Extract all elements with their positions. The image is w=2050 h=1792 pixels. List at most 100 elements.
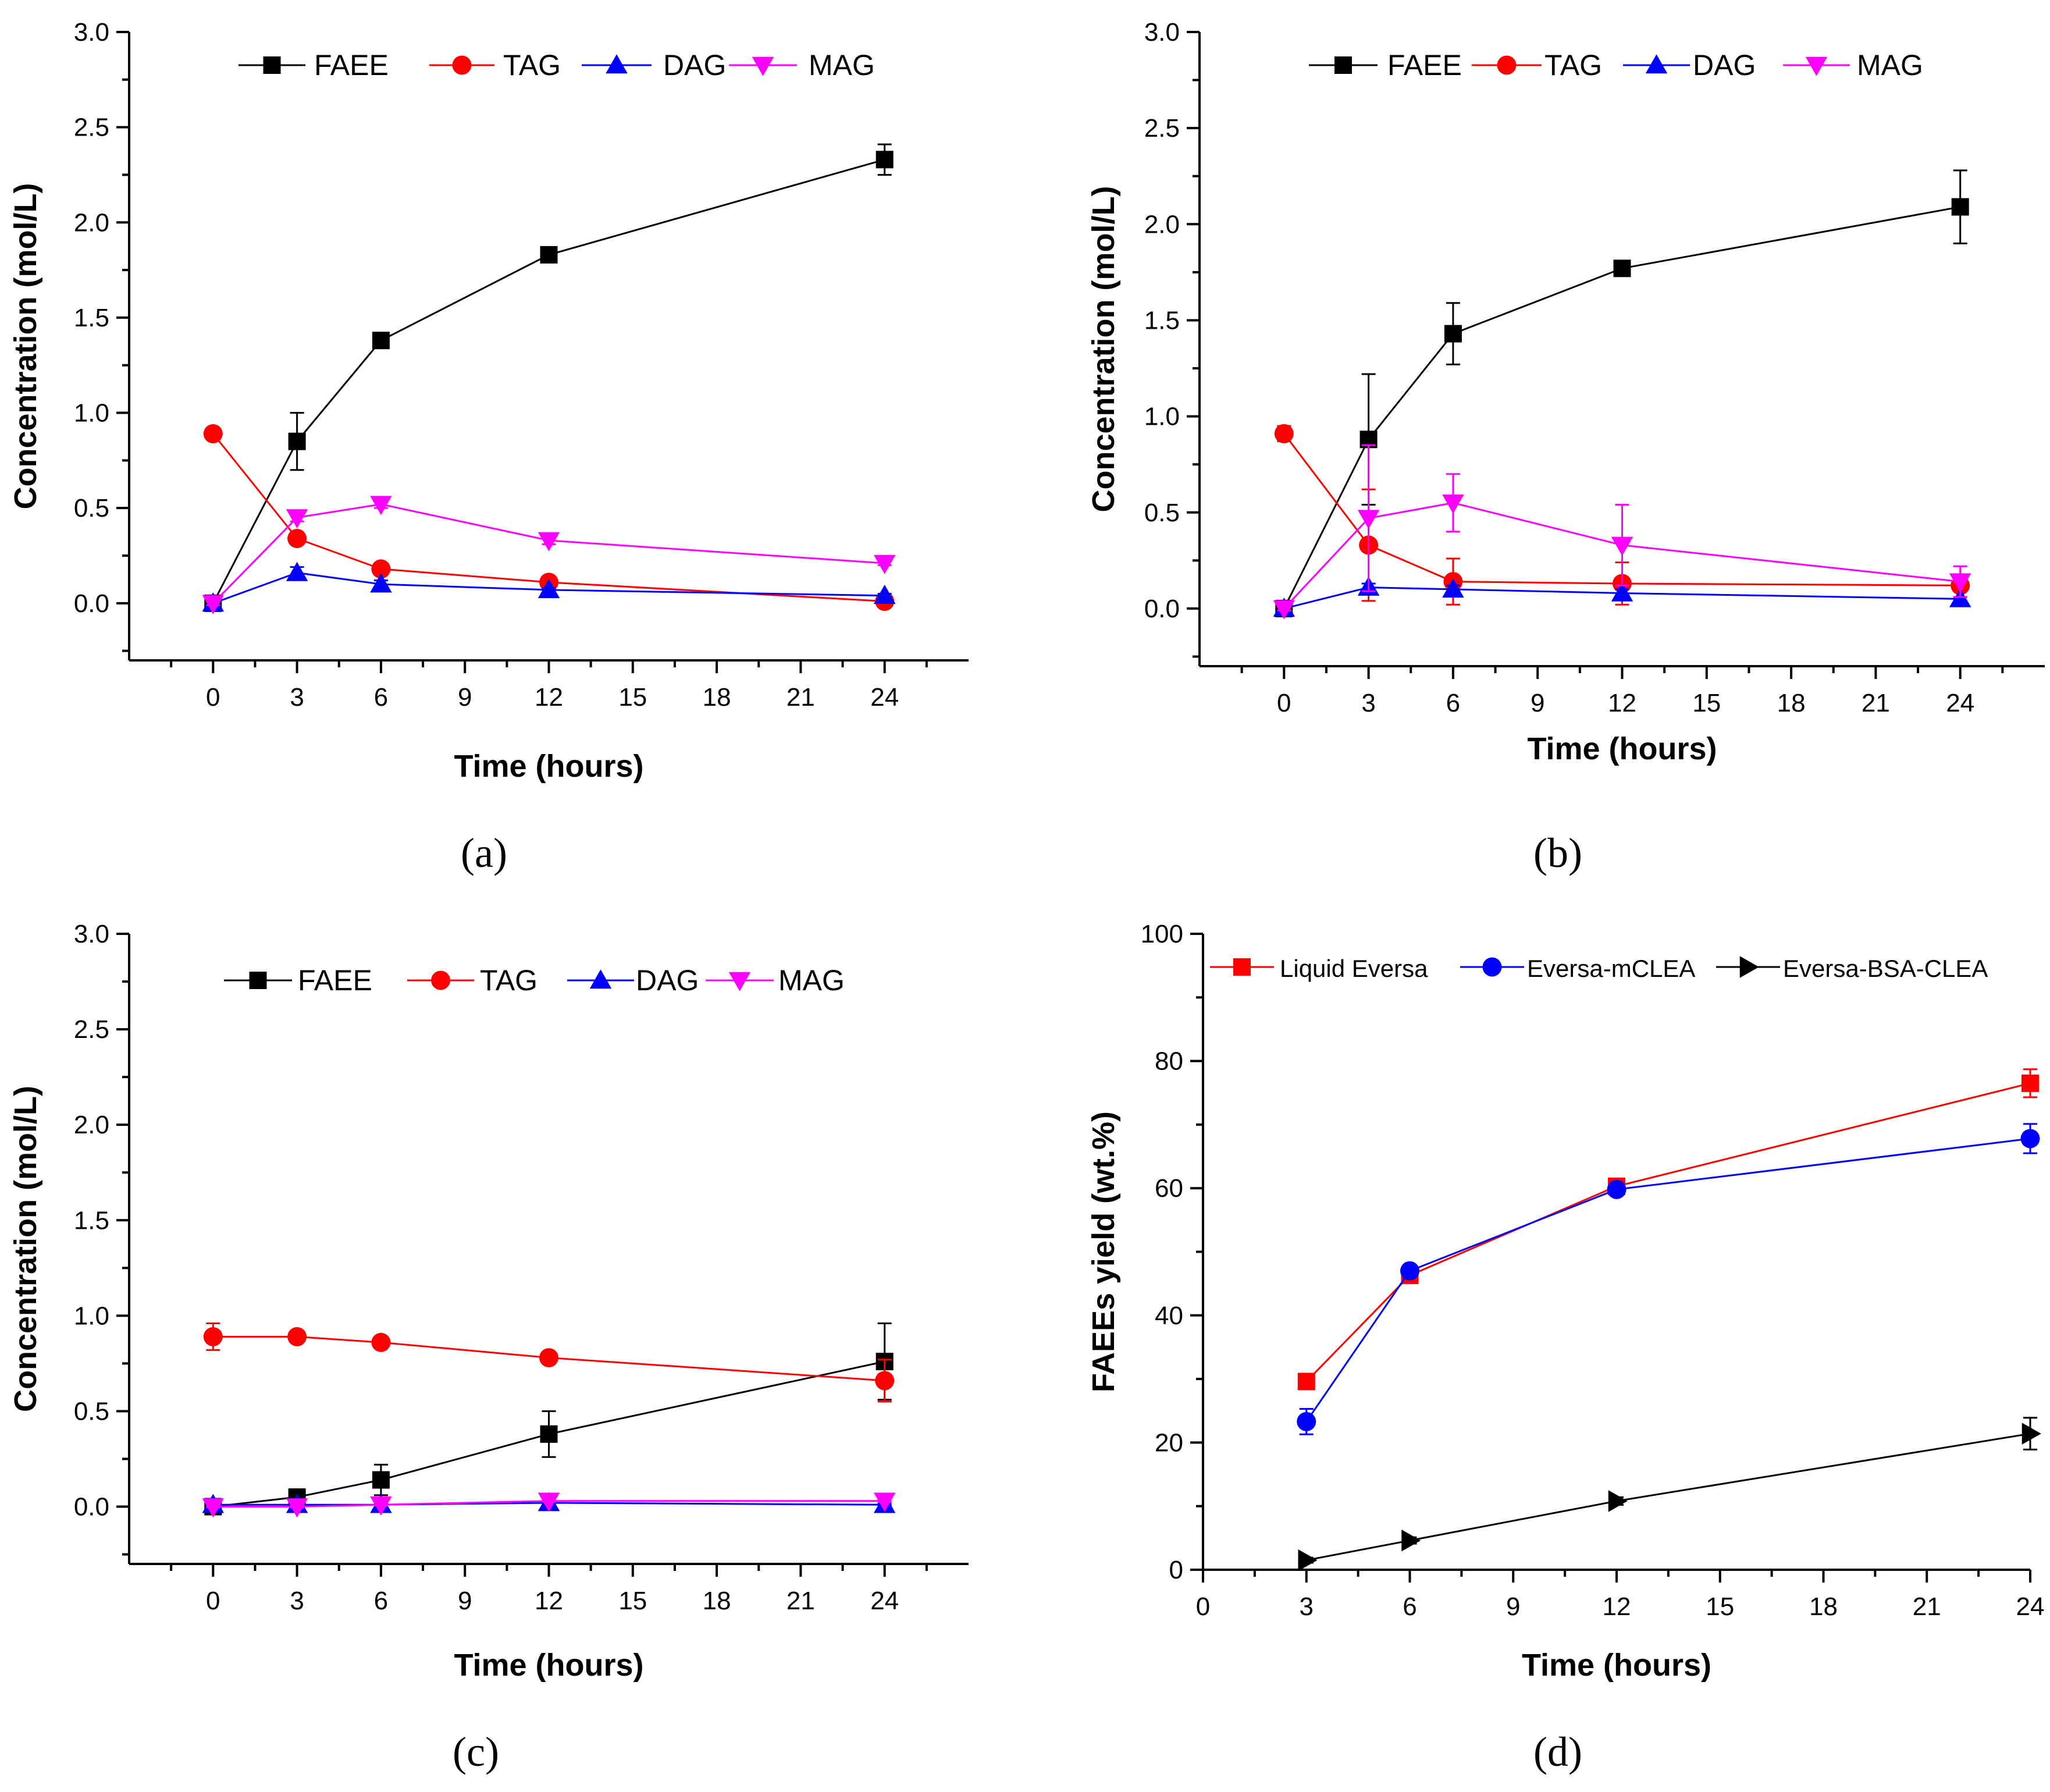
y-tick-label: 0.5 [1144, 499, 1180, 527]
x-tick-label: 9 [1531, 689, 1544, 717]
y-tick-label: 20 [1155, 1428, 1183, 1457]
data-point [875, 1371, 895, 1391]
y-tick-label: 0.0 [74, 589, 109, 618]
x-tick-label: 9 [1506, 1592, 1520, 1621]
data-point [1951, 198, 1969, 216]
data-point [538, 1492, 560, 1512]
data-point [1611, 582, 1633, 602]
x-tick-label: 12 [535, 1587, 563, 1615]
legend-entry: FAEE [224, 964, 372, 997]
panel-caption: (d) [1533, 1729, 1582, 1775]
x-tick-label: 24 [1946, 689, 1974, 717]
y-tick-label: 0.5 [74, 494, 109, 522]
data-point [287, 529, 307, 549]
legend-label: FAEE [1387, 49, 1462, 81]
x-tick-label: 12 [535, 683, 563, 712]
x-tick-label: 0 [206, 683, 220, 712]
y-tick-label: 0.5 [74, 1397, 109, 1425]
legend-entry: TAG [407, 964, 538, 997]
x-tick-label: 24 [870, 683, 899, 712]
series-line [1306, 1432, 2031, 1562]
x-tick-label: 9 [458, 1587, 472, 1615]
legend-entry: FAEE [1309, 49, 1462, 81]
data-point [286, 561, 308, 581]
y-tick-label: 80 [1155, 1047, 1183, 1076]
legend-marker [1805, 56, 1828, 76]
x-tick-label: 12 [1608, 689, 1636, 717]
data-point [370, 1496, 392, 1516]
y-tick-label: 1.0 [1144, 403, 1180, 431]
y-tick-label: 3.0 [74, 18, 109, 47]
legend-marker [1334, 56, 1352, 74]
x-tick-label: 15 [1706, 1592, 1734, 1621]
x-tick-label: 6 [374, 683, 388, 712]
x-tick-label: 0 [1196, 1592, 1210, 1621]
legend-marker [1482, 957, 1502, 977]
panel-caption: (a) [461, 830, 507, 876]
x-tick-label: 0 [1277, 689, 1291, 717]
series-mag [202, 1492, 896, 1518]
chart-panel-a: 0 3 6 9 12 15 18 21 24 0.0 0.5 1.0 1.5 2.0 2.5 3.0 Time … [8, 18, 969, 876]
legend-entry: TAG [1472, 49, 1602, 81]
y-tick-label: 2.0 [1144, 210, 1180, 239]
data-point [1274, 424, 1294, 443]
x-axis-title: Time (hours) [1527, 731, 1717, 766]
y-tick-label: 1.0 [74, 399, 109, 428]
legend-marker [1739, 956, 1759, 978]
series-eversa-mclea [1297, 1123, 2040, 1435]
data-point [539, 1348, 558, 1368]
x-tick-label: 15 [1692, 689, 1721, 717]
data-point [371, 1332, 391, 1352]
y-tick-label: 3.0 [1144, 18, 1180, 47]
legend-marker [263, 56, 281, 74]
y-tick-label: 1.0 [74, 1302, 109, 1330]
series-dag [202, 561, 896, 612]
x-tick-label: 18 [1777, 689, 1806, 717]
legend-entry: Eversa-mCLEA [1460, 955, 1695, 982]
legend-entry: DAG [567, 964, 699, 997]
x-tick-label: 6 [1446, 689, 1460, 717]
y-tick-label: 2.0 [74, 1111, 109, 1139]
legend-marker [1233, 958, 1251, 976]
data-point [372, 332, 390, 350]
y-tick-label: 2.5 [74, 1015, 109, 1044]
legend-label: Liquid Eversa [1280, 955, 1428, 982]
data-point [540, 246, 558, 264]
data-point [1401, 1529, 1421, 1552]
legend-label: MAG [1857, 49, 1923, 81]
y-tick-label: 0 [1169, 1556, 1183, 1584]
series-eversa-bsa-clea [1298, 1417, 2041, 1571]
y-axis-title: Concentration (mol/L) [8, 183, 43, 510]
legend-marker [431, 970, 450, 990]
chart-panel-b: 0 3 6 9 12 15 18 21 24 0.0 0.5 1.0 1.5 2.0 2.5 3.0 Time … [1086, 18, 2045, 876]
panel-caption: (b) [1533, 830, 1582, 876]
y-tick-label: 40 [1155, 1302, 1183, 1330]
legend-label: FAEE [298, 964, 372, 997]
x-tick-label: 21 [1862, 689, 1890, 717]
x-tick-label: 24 [2016, 1592, 2045, 1621]
legend-label: DAG [663, 49, 726, 81]
legend-marker [752, 56, 774, 76]
y-tick-label: 0.0 [1144, 595, 1180, 623]
legend-entry: DAG [582, 49, 726, 81]
data-point [1442, 578, 1464, 598]
x-tick-label: 24 [870, 1587, 899, 1615]
data-point [1298, 1549, 1318, 1571]
legend-label: MAG [778, 964, 845, 997]
data-point [1611, 536, 1633, 556]
data-point [371, 559, 391, 579]
x-tick-label: 3 [290, 1587, 304, 1615]
legend-marker [1645, 54, 1668, 74]
data-point [875, 151, 894, 169]
data-point [286, 1498, 308, 1518]
legend-label: TAG [480, 964, 538, 997]
data-point [873, 1492, 896, 1512]
series-line [1305, 1137, 2031, 1423]
data-point [202, 1498, 225, 1518]
x-tick-label: 18 [703, 683, 731, 712]
legend-label: Eversa-mCLEA [1527, 955, 1695, 982]
legend-marker [1497, 55, 1517, 75]
x-tick-label: 18 [1809, 1592, 1838, 1621]
legend-marker [452, 55, 472, 75]
data-point [203, 424, 223, 444]
